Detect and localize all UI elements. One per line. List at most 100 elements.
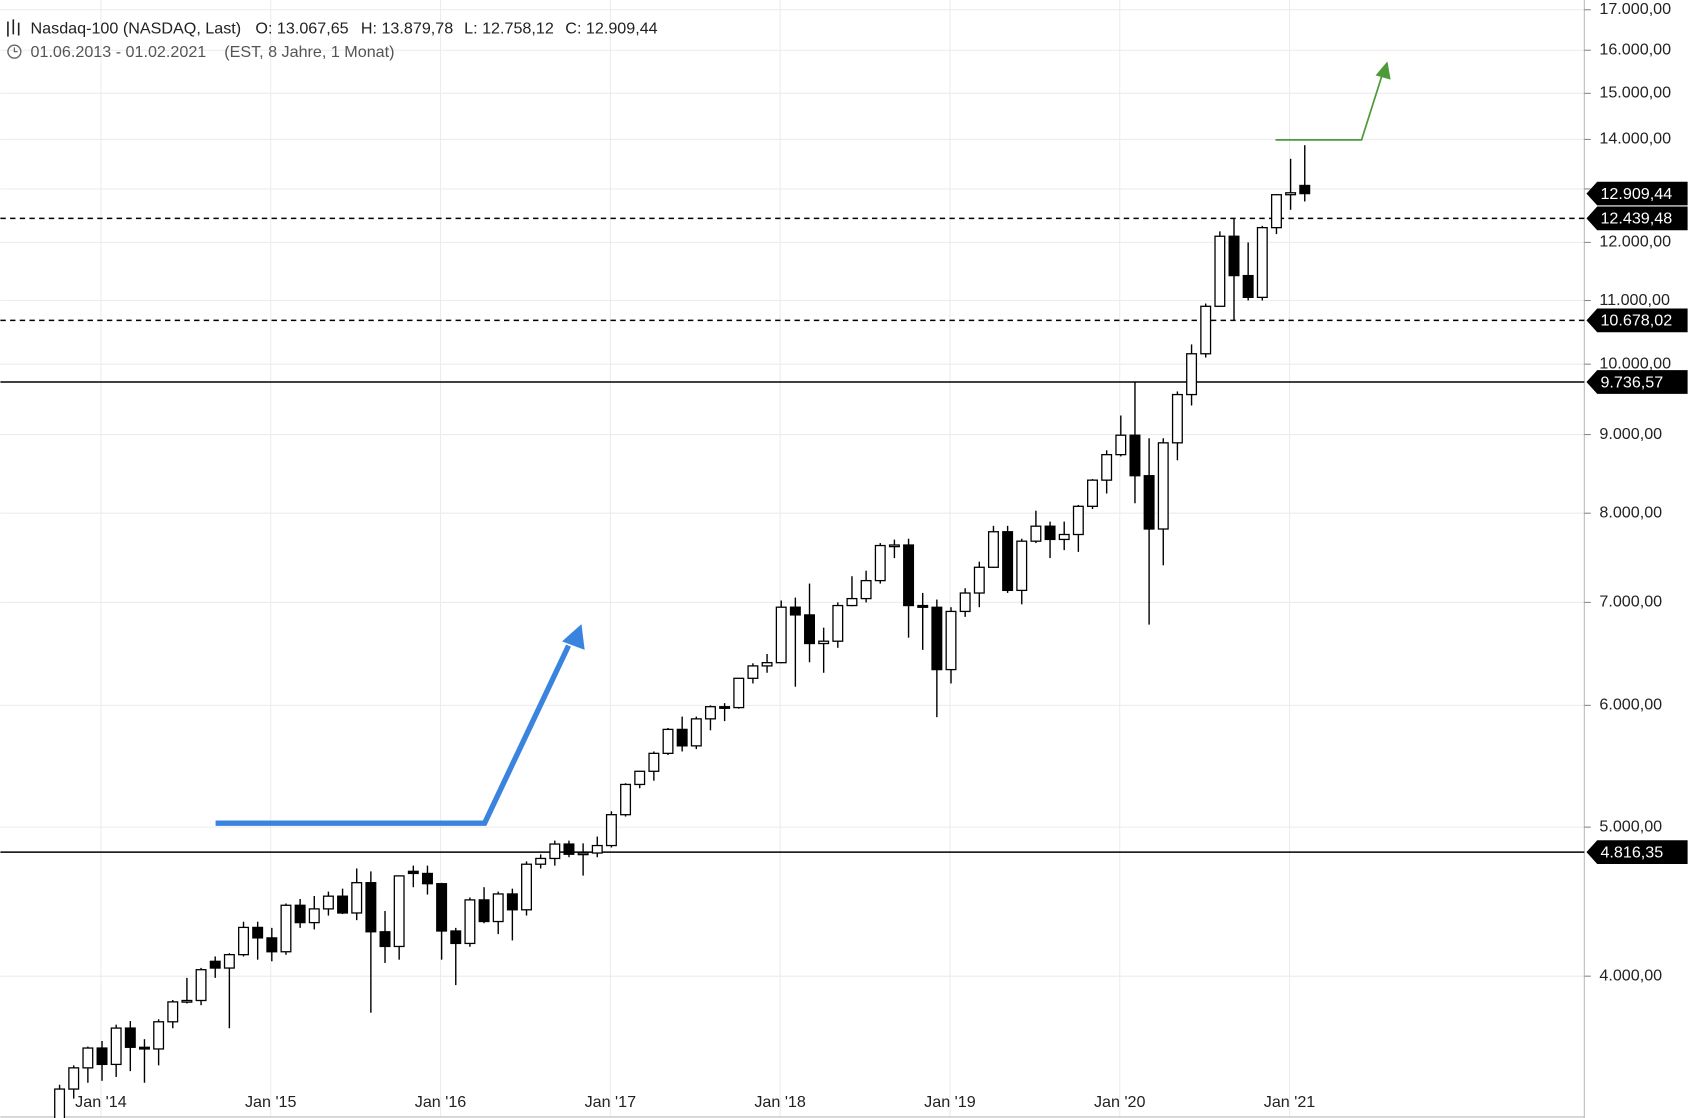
y-tick-label: 15.000,00 — [1599, 84, 1671, 102]
candle-body — [322, 895, 334, 910]
candle-body — [733, 677, 745, 709]
candle-body — [450, 930, 462, 945]
price-label-box — [1586, 308, 1688, 333]
candle-body — [181, 999, 193, 1003]
price-label: 4.816,35 — [1600, 843, 1663, 861]
annotation: O: 13.067,65 — [255, 19, 348, 37]
candle-body — [1242, 274, 1254, 299]
candle-body — [917, 604, 929, 608]
candle-body — [407, 870, 419, 875]
y-tick-label: 4.000,00 — [1599, 966, 1662, 984]
candle-body — [223, 954, 235, 969]
axis: 4.000,00 5.000,00 6.000,00 7.000,00 8.000,00… — [75, 0, 1688, 1111]
candle-body — [761, 662, 773, 667]
candle-body — [903, 544, 915, 607]
candle-body — [1072, 505, 1084, 536]
y-tick-label: 8.000,00 — [1599, 503, 1662, 521]
x-tick-label: Jan '17 — [585, 1093, 637, 1111]
candle-body — [535, 857, 547, 865]
x-tick-label: Jan '18 — [754, 1093, 806, 1111]
green-arrow-head — [1375, 61, 1391, 80]
candle-body — [492, 893, 504, 923]
candle-body — [1030, 525, 1042, 542]
candle-body — [124, 1027, 136, 1048]
grid — [0, 0, 1585, 1117]
price-label-box — [1586, 206, 1688, 231]
candle-body — [506, 893, 518, 911]
candle-body — [1016, 540, 1028, 592]
title: Nasdaq-100 (NASDAQ, Last) — [31, 19, 242, 37]
annotation: C: 12.909,44 — [565, 19, 657, 37]
price-label-box — [1586, 840, 1688, 864]
header: Nasdaq-100 (NASDAQ, Last) O: 13.067,65 H… — [7, 19, 658, 61]
subtitle: 01.06.2013 - 01.02.2021 — [31, 43, 207, 61]
x-tick-label: Jan '20 — [1094, 1093, 1146, 1111]
candle-body — [1256, 226, 1268, 299]
y-tick-label: 14.000,00 — [1599, 130, 1671, 148]
candle-body — [54, 1088, 66, 1118]
candle-body — [846, 597, 858, 607]
candle-body — [96, 1047, 108, 1066]
candle-body — [478, 899, 490, 923]
candles — [54, 145, 1311, 1118]
price-label: 10.678,02 — [1600, 312, 1672, 330]
candle-body — [153, 1021, 165, 1050]
price-label: 12.909,44 — [1600, 185, 1672, 203]
annotation: L: 12.758,12 — [464, 19, 554, 37]
candle-body — [379, 931, 391, 948]
y-tick-label: 6.000,00 — [1599, 696, 1662, 714]
candle-body — [676, 728, 688, 747]
candle-body — [436, 883, 448, 932]
price-label-box — [1586, 181, 1688, 206]
candle-body — [1285, 192, 1297, 196]
candle-body — [294, 904, 306, 924]
annotation: H: 13.879,78 — [361, 19, 453, 37]
candle-body — [931, 606, 943, 671]
y-tick-label: 11.000,00 — [1599, 291, 1670, 309]
blue-arrow — [215, 644, 571, 826]
candle-body — [620, 783, 632, 816]
y-tick-label: 7.000,00 — [1599, 593, 1662, 611]
candle-body — [337, 895, 349, 914]
candle-body — [351, 882, 363, 914]
candle-body — [1044, 525, 1056, 541]
candle-body — [704, 706, 716, 720]
candle-body — [775, 606, 787, 664]
candle-body — [280, 904, 292, 953]
candle-body — [648, 752, 660, 772]
candle-body — [634, 770, 646, 786]
y-tick-label: 5.000,00 — [1599, 817, 1662, 835]
candle-body — [110, 1027, 122, 1066]
blue-arrow-head — [562, 624, 585, 650]
candle-body — [591, 844, 603, 854]
candle-body — [252, 926, 264, 939]
candle-body — [973, 566, 985, 594]
y-tick-label: 12.000,00 — [1599, 233, 1671, 251]
candle-body — [308, 908, 320, 924]
candle-body — [945, 610, 957, 671]
candle-body — [818, 640, 830, 645]
subtitle-note: (EST, 8 Jahre, 1 Monat) — [224, 43, 394, 61]
green-arrow — [1275, 75, 1383, 141]
candle-body — [1270, 194, 1282, 229]
candle-body — [421, 872, 433, 885]
candle-body — [167, 1001, 179, 1023]
candle-body — [1299, 184, 1311, 195]
candle-body — [1143, 475, 1155, 530]
candle-body — [888, 544, 900, 548]
levels — [0, 217, 1585, 853]
candle-body — [393, 875, 405, 948]
candle-body — [138, 1046, 150, 1050]
x-tick-label: Jan '16 — [415, 1093, 467, 1111]
candle-body — [719, 706, 731, 709]
candle-body — [1129, 434, 1141, 477]
candle-body — [563, 843, 575, 855]
candle-body — [549, 843, 561, 860]
candle-body — [1157, 442, 1169, 530]
clock-icon — [7, 44, 22, 59]
candle-body — [874, 544, 886, 582]
candle-body — [1200, 305, 1212, 355]
candle-body — [832, 604, 844, 642]
